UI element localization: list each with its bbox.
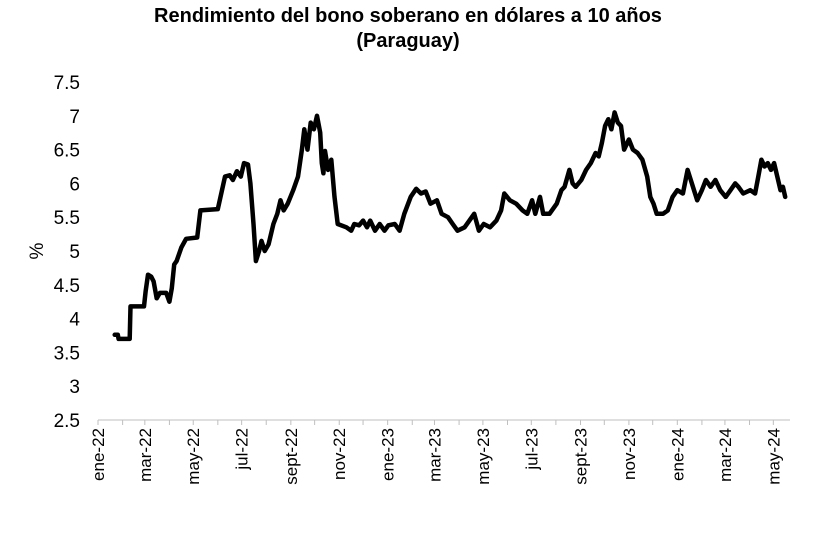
chart-subtitle: (Paraguay) (356, 30, 460, 52)
y-tick-label: 7.5 (54, 73, 80, 94)
x-tick-label: may-22 (184, 428, 203, 485)
x-tick-label: sept-23 (571, 428, 590, 485)
x-tick-label: ene-23 (379, 428, 398, 481)
chart-title-text: Rendimiento del bono soberano en dólares… (154, 5, 662, 27)
x-tick-label: may-23 (474, 428, 493, 485)
y-tick-label: 2.5 (54, 411, 80, 432)
y-tick-label: 3.5 (54, 343, 80, 364)
chart-title: Rendimiento del bono soberano en dólares… (40, 4, 776, 54)
y-tick-label: 6.5 (54, 141, 80, 162)
x-tick-label: mar-22 (136, 428, 155, 482)
x-tick-label: mar-24 (716, 428, 735, 482)
x-tick-label: jul-23 (522, 428, 541, 471)
x-tick-label: may-24 (764, 428, 783, 485)
y-tick-label: 3 (69, 377, 80, 398)
yield-series-line (112, 110, 788, 342)
y-tick-label: 5 (69, 242, 80, 263)
x-tick-label: sept-22 (282, 428, 301, 485)
x-tick-label: nov-23 (620, 428, 639, 480)
x-axis: ene-22 mar-22 may-22 jul-22 sept-22 nov-22 ene… (89, 419, 790, 485)
y-tick-label: 4 (69, 310, 80, 331)
y-tick-label: 7 (69, 107, 80, 128)
y-tick-label: 6 (69, 174, 80, 195)
x-tick-label: nov-22 (330, 428, 349, 480)
x-tick-label: mar-23 (425, 428, 444, 482)
series-group (112, 110, 788, 342)
y-tick-label: 4.5 (54, 276, 80, 297)
y-axis: 2.5 3 3.5 4 4.5 5 5.5 6 6.5 7 7.5 (54, 73, 81, 432)
y-axis-label: % (27, 242, 48, 259)
x-tick-label: jul-22 (233, 428, 252, 471)
x-tick-label: ene-24 (668, 428, 687, 481)
x-tick-label: ene-22 (89, 428, 108, 481)
y-tick-label: 5.5 (54, 208, 80, 229)
